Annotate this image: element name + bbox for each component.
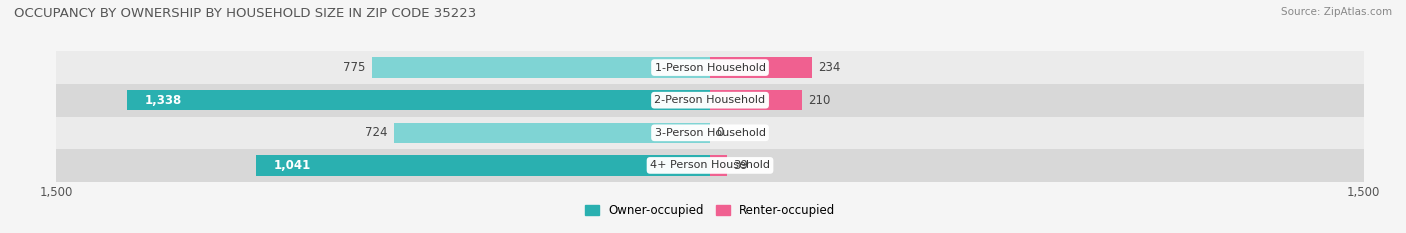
Bar — [710, 58, 813, 78]
Text: 1,338: 1,338 — [145, 94, 181, 107]
Text: 210: 210 — [808, 94, 831, 107]
Text: 39: 39 — [734, 159, 748, 172]
Text: 1-Person Household: 1-Person Household — [655, 63, 765, 72]
Text: 3-Person Household: 3-Person Household — [655, 128, 765, 138]
Text: 2-Person Household: 2-Person Household — [654, 95, 766, 105]
Text: 1,041: 1,041 — [274, 159, 311, 172]
Bar — [710, 90, 801, 110]
Text: 775: 775 — [343, 61, 366, 74]
Text: 234: 234 — [818, 61, 841, 74]
Text: OCCUPANCY BY OWNERSHIP BY HOUSEHOLD SIZE IN ZIP CODE 35223: OCCUPANCY BY OWNERSHIP BY HOUSEHOLD SIZE… — [14, 7, 477, 20]
Bar — [256, 155, 710, 175]
Bar — [56, 84, 1364, 116]
Bar — [395, 123, 710, 143]
Bar — [56, 149, 1364, 182]
Bar — [56, 116, 1364, 149]
Bar — [710, 155, 727, 175]
Text: 724: 724 — [366, 126, 388, 139]
Text: 0: 0 — [717, 126, 724, 139]
Legend: Owner-occupied, Renter-occupied: Owner-occupied, Renter-occupied — [579, 199, 841, 222]
Text: 4+ Person Household: 4+ Person Household — [650, 161, 770, 170]
Bar — [127, 90, 710, 110]
Text: Source: ZipAtlas.com: Source: ZipAtlas.com — [1281, 7, 1392, 17]
Bar — [373, 58, 710, 78]
Bar — [56, 51, 1364, 84]
